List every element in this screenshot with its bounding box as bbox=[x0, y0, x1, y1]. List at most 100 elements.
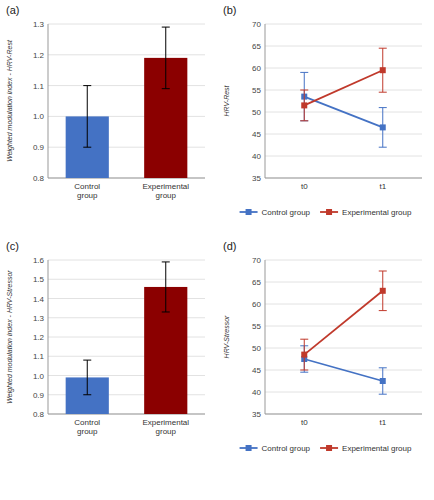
grid-line bbox=[265, 156, 422, 157]
legend: Control group Experimental group bbox=[240, 208, 412, 217]
grid-line bbox=[265, 392, 422, 393]
error-stem bbox=[87, 86, 88, 148]
legend-label: Experimental group bbox=[342, 208, 412, 217]
grid-line bbox=[48, 24, 205, 25]
error-bar bbox=[162, 27, 170, 89]
y-tick-label: 35 bbox=[252, 410, 261, 419]
legend-marker bbox=[246, 445, 252, 451]
error-bar bbox=[300, 72, 308, 120]
legend-label: Experimental group bbox=[342, 444, 412, 453]
x-tick-label-line: Control bbox=[74, 182, 100, 191]
panel: (c)0.80.91.01.11.21.31.41.51.6Weighted m… bbox=[6, 240, 205, 500]
error-cap bbox=[300, 120, 308, 121]
y-tick-label: 1.6 bbox=[33, 256, 45, 265]
error-stem bbox=[165, 262, 166, 312]
error-cap bbox=[162, 311, 170, 312]
error-cap bbox=[379, 271, 387, 272]
error-cap bbox=[300, 339, 308, 340]
error-cap bbox=[379, 147, 387, 148]
x-tick-label-line: group bbox=[77, 427, 98, 436]
x-tick-label-line: t1 bbox=[379, 182, 386, 191]
x-tick-label: Experimentalgroup bbox=[142, 182, 189, 200]
x-tick-label-line: t0 bbox=[301, 418, 308, 427]
panel: (b)3540455055606570HRV-Restt0t1Control g… bbox=[223, 4, 422, 217]
y-axis bbox=[265, 24, 266, 178]
y-tick-label: 70 bbox=[252, 256, 261, 265]
y-axis-label: Weighted modulation index - HRV-Rest bbox=[6, 39, 14, 162]
y-axis-label: HRV-Rest bbox=[223, 84, 230, 116]
grid-line bbox=[265, 326, 422, 327]
y-tick-label: 50 bbox=[252, 344, 261, 353]
y-tick-label: 60 bbox=[252, 64, 261, 73]
legend-item: Experimental group bbox=[320, 208, 412, 217]
x-tick-label: Experimentalgroup bbox=[142, 418, 189, 436]
plot-area bbox=[300, 271, 387, 394]
legend-item: Experimental group bbox=[320, 444, 412, 453]
y-tick-label: 40 bbox=[252, 388, 261, 397]
legend-marker bbox=[246, 209, 252, 215]
error-bar bbox=[379, 271, 387, 311]
y-tick-label: 1.5 bbox=[33, 275, 45, 284]
error-bar bbox=[379, 48, 387, 92]
y-tick-label: 50 bbox=[252, 108, 261, 117]
x-tick-label-line: group bbox=[77, 191, 98, 200]
legend-item: Control group bbox=[240, 208, 311, 217]
x-tick-label-line: Control bbox=[74, 418, 100, 427]
legend: Control groupExperimental group bbox=[240, 444, 412, 453]
error-cap bbox=[162, 27, 170, 28]
grid-line bbox=[265, 134, 422, 135]
background bbox=[0, 0, 434, 500]
series-line bbox=[304, 291, 383, 355]
x-tick-label: Controlgroup bbox=[74, 182, 100, 200]
error-cap bbox=[379, 107, 387, 108]
y-tick-label: 0.8 bbox=[33, 410, 45, 419]
y-axis-label: Weighted modulation index - HRV-Stressor bbox=[6, 270, 14, 404]
grid-line bbox=[265, 348, 422, 349]
x-tick-label-line: t1 bbox=[379, 418, 386, 427]
grid-line bbox=[265, 46, 422, 47]
grid-line bbox=[265, 178, 422, 179]
grid-line bbox=[265, 90, 422, 91]
error-cap bbox=[83, 85, 91, 86]
y-tick-label: 1.2 bbox=[33, 51, 45, 60]
panel-label: (d) bbox=[223, 240, 236, 252]
grid-line bbox=[265, 68, 422, 69]
y-tick-label: 1.1 bbox=[33, 352, 45, 361]
grid-line bbox=[265, 282, 422, 283]
error-bar bbox=[83, 360, 91, 395]
y-tick-label: 0.9 bbox=[33, 143, 45, 152]
y-axis bbox=[48, 260, 49, 414]
y-tick-label: 40 bbox=[252, 152, 261, 161]
error-cap bbox=[83, 147, 91, 148]
error-cap bbox=[162, 261, 170, 262]
error-cap bbox=[379, 367, 387, 368]
legend-label: Control group bbox=[262, 208, 311, 217]
marker bbox=[380, 378, 386, 384]
x-tick-label-line: group bbox=[156, 427, 177, 436]
grid-line bbox=[265, 414, 422, 415]
error-cap bbox=[300, 72, 308, 73]
error-bar bbox=[300, 90, 308, 121]
error-stem bbox=[304, 72, 305, 120]
y-tick-label: 0.9 bbox=[33, 391, 45, 400]
error-cap bbox=[379, 310, 387, 311]
grid-line bbox=[48, 260, 205, 261]
panel-label: (a) bbox=[6, 4, 19, 16]
x-tick-label: t0 bbox=[301, 418, 308, 427]
marker bbox=[380, 288, 386, 294]
marker bbox=[301, 102, 307, 108]
marker bbox=[380, 124, 386, 130]
legend-marker bbox=[326, 209, 332, 215]
y-tick-label: 65 bbox=[252, 278, 261, 287]
error-bar bbox=[162, 262, 170, 312]
x-tick-label: t1 bbox=[379, 418, 386, 427]
y-tick-label: 1.0 bbox=[33, 372, 45, 381]
error-cap bbox=[162, 88, 170, 89]
y-axis-label: HRV-Stressor bbox=[223, 315, 230, 358]
y-tick-label: 45 bbox=[252, 366, 261, 375]
grid-line bbox=[265, 260, 422, 261]
error-bar bbox=[379, 108, 387, 148]
error-cap bbox=[300, 370, 308, 371]
error-stem bbox=[165, 27, 166, 89]
y-tick-label: 60 bbox=[252, 300, 261, 309]
